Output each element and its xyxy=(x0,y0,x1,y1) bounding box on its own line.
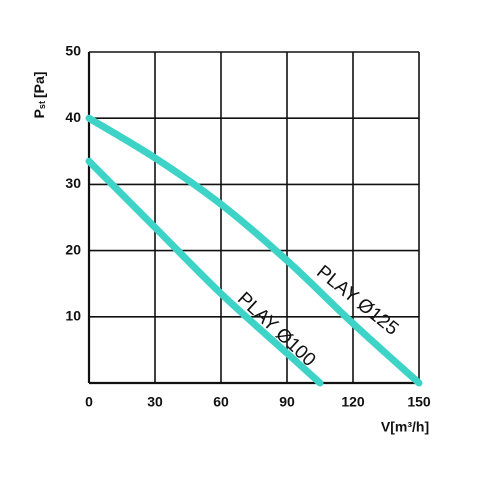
y-tick-label: 50 xyxy=(65,43,81,59)
x-axis-title: V[m³/h] xyxy=(381,419,429,435)
y-tick-label: 40 xyxy=(65,109,81,125)
y-title-unit: [Pa] xyxy=(31,72,47,98)
x-tick-label: 90 xyxy=(279,394,295,410)
series-label: PLAY Ø100 xyxy=(233,288,319,371)
x-tick-label: 60 xyxy=(213,394,229,410)
x-tick-label: 0 xyxy=(85,394,93,410)
y-tick-label: 10 xyxy=(65,308,81,324)
y-tick-label: 20 xyxy=(65,241,81,257)
series-line xyxy=(85,157,324,387)
y-axis-title-text: Pst [Pa] xyxy=(31,72,48,119)
x-tick-label: 120 xyxy=(341,394,365,410)
x-tick-label: 150 xyxy=(407,394,431,410)
series-line xyxy=(85,114,423,387)
y-tick-label: 30 xyxy=(65,175,81,191)
y-title-sub: st xyxy=(37,101,47,109)
x-tick-label: 30 xyxy=(147,394,163,410)
y-axis-title: Pst [Pa] xyxy=(31,72,48,119)
y-title-main: P xyxy=(31,109,47,118)
